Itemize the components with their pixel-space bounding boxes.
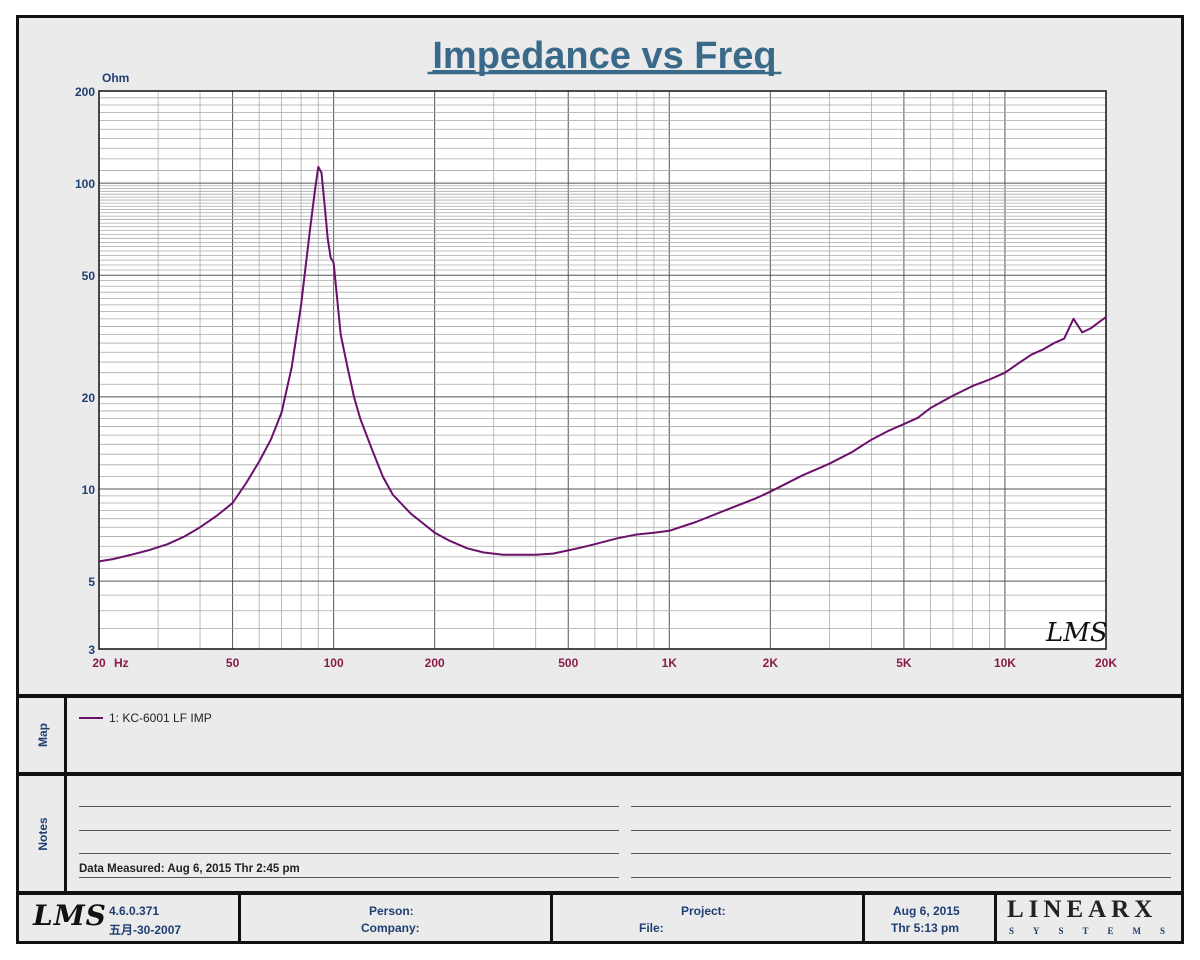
y-axis-label: Ohm xyxy=(102,71,129,85)
y-tick-label: 50 xyxy=(82,269,96,283)
y-tick-label: 10 xyxy=(82,483,96,497)
x-tick-label: 500 xyxy=(558,656,578,670)
y-tick-label: 3 xyxy=(88,643,95,657)
time-text: Thr 5:13 pm xyxy=(891,921,960,935)
note-line[interactable] xyxy=(79,830,619,831)
systems-wordmark: SYSTEMS xyxy=(1009,926,1185,936)
legend-entry-label: 1: KC-6001 LF IMP xyxy=(109,711,212,725)
x-axis-label: Hz xyxy=(114,656,129,670)
note-line[interactable] xyxy=(79,877,619,878)
footer-person-cell: Person: Company: xyxy=(241,895,553,941)
chart-title: Impedance vs Freq xyxy=(432,35,776,77)
impedance-chart: Impedance vs Freq Ohm 3 5 10 20 50 100 200 20 50 10… xyxy=(75,35,1117,670)
x-tick-label: 2K xyxy=(763,656,779,670)
footer-date-cell: Aug 6, 2015 Thr 5:13 pm xyxy=(865,895,997,941)
chart-panel: Impedance vs Freq Ohm 3 5 10 20 50 100 200 20 50 10… xyxy=(19,18,1181,698)
note-line[interactable] xyxy=(631,806,1171,807)
map-panel: Map 1: KC-6001 LF IMP xyxy=(19,698,1181,776)
file-label: File: xyxy=(639,921,664,935)
report-frame: Impedance vs Freq Ohm 3 5 10 20 50 100 200 20 50 10… xyxy=(16,15,1184,944)
plot-area xyxy=(99,91,1106,649)
project-label: Project: xyxy=(681,904,726,918)
x-tick-label: 1K xyxy=(662,656,678,670)
footer-version-cell: LMS 4.6.0.371 五月-30-2007 xyxy=(19,895,241,941)
y-tick-label: 100 xyxy=(75,177,95,191)
data-measured-text: Data Measured: Aug 6, 2015 Thr 2:45 pm xyxy=(79,863,300,875)
note-line[interactable] xyxy=(79,806,619,807)
person-label: Person: xyxy=(369,904,414,918)
footer-project-cell: Project: File: xyxy=(553,895,865,941)
lms-watermark: LMS xyxy=(1045,618,1108,648)
linearx-logo: LINEARX xyxy=(1007,896,1158,923)
footer-brand-cell: LINEARX SYSTEMS xyxy=(997,895,1181,941)
note-line[interactable] xyxy=(79,853,619,854)
build-date-text: 五月-30-2007 xyxy=(109,923,182,937)
notes-label-column: Notes xyxy=(19,776,67,891)
y-tick-label: 5 xyxy=(88,575,95,589)
x-tick-label: 50 xyxy=(226,656,240,670)
notes-panel: Notes Data Measured: Aug 6, 2015 Thr 2:4… xyxy=(19,776,1181,895)
x-tick-label: 10K xyxy=(994,656,1016,670)
map-label: Map xyxy=(36,723,50,747)
x-tick-label: 5K xyxy=(896,656,912,670)
legend-swatch xyxy=(79,717,103,719)
y-tick-label: 200 xyxy=(75,85,95,99)
date-text: Aug 6, 2015 xyxy=(893,904,960,918)
series-line xyxy=(98,165,1107,563)
notes-label: Notes xyxy=(36,816,50,851)
legend-entry[interactable]: 1: KC-6001 LF IMP xyxy=(79,711,212,725)
footer: LMS 4.6.0.371 五月-30-2007 Person: Company… xyxy=(19,895,1181,941)
company-label: Company: xyxy=(361,921,420,935)
note-line[interactable] xyxy=(631,853,1171,854)
x-tick-label: 100 xyxy=(324,656,344,670)
y-tick-label: 20 xyxy=(82,391,96,405)
plot-border xyxy=(98,90,1107,650)
x-tick-label: 200 xyxy=(425,656,445,670)
x-tick-label: 20 xyxy=(92,656,106,670)
map-label-column: Map xyxy=(19,698,67,772)
note-line[interactable] xyxy=(631,877,1171,878)
note-line[interactable] xyxy=(631,830,1171,831)
version-text: 4.6.0.371 xyxy=(109,904,160,918)
x-tick-label: 20K xyxy=(1095,656,1117,670)
lms-logo: LMS xyxy=(33,899,107,932)
